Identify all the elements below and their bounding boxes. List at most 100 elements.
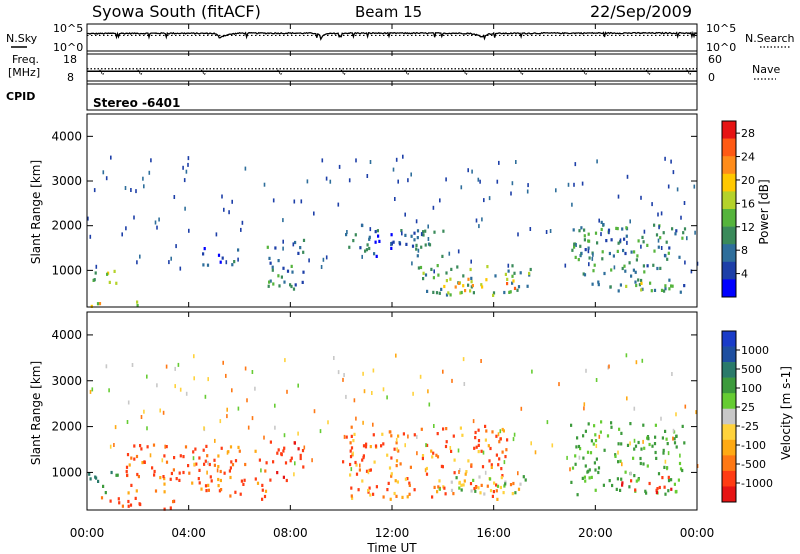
heatmap-cell [134, 496, 137, 500]
heatmap-cell [422, 271, 425, 275]
heatmap-cell [469, 267, 472, 272]
heatmap-cell [661, 436, 664, 440]
heatmap-cell [277, 259, 280, 263]
heatmap-cell [471, 284, 474, 288]
heatmap-cell [162, 475, 165, 479]
heatmap-cell [637, 478, 640, 482]
heatmap-cell [608, 364, 610, 369]
heatmap-cell [333, 356, 335, 360]
x-tick-label: 04:00 [171, 526, 206, 540]
heatmap-cell [163, 454, 166, 458]
heatmap-cell [404, 233, 407, 237]
heatmap-cell [400, 229, 403, 233]
heatmap-cell [586, 450, 590, 454]
heatmap-cell [470, 276, 473, 280]
heatmap-cell [573, 182, 575, 187]
heatmap-cell [470, 489, 473, 493]
colorbar-swatch [722, 455, 736, 472]
heatmap-cell [433, 269, 435, 274]
colorbar-tick-label: -25 [741, 420, 759, 433]
heatmap-cell [477, 486, 480, 490]
heatmap-cell [495, 489, 498, 493]
heatmap-cell [109, 499, 112, 503]
heatmap-cell [470, 463, 473, 467]
heatmap-cell [480, 483, 483, 487]
heatmap-cell [146, 426, 148, 431]
heatmap-cell [450, 480, 453, 484]
heatmap-cell [349, 449, 352, 453]
heatmap-cell [396, 480, 399, 484]
heatmap-cell [584, 479, 587, 483]
heatmap-cell [617, 241, 620, 245]
heatmap-cell [658, 225, 660, 230]
heatmap-cell [361, 458, 364, 462]
colorbar-tick-label: 8 [741, 244, 748, 257]
heatmap-cell [118, 501, 121, 505]
heatmap-cell [517, 285, 521, 289]
nave-dip [518, 69, 526, 76]
heatmap-cell [348, 178, 351, 183]
heatmap-cell [292, 242, 295, 247]
heatmap-cell [668, 278, 671, 282]
heatmap-cell [433, 485, 436, 489]
heatmap-cell [681, 424, 684, 428]
heatmap-cell [425, 443, 427, 448]
heatmap-cell [635, 258, 638, 262]
heatmap-cell [522, 475, 525, 479]
heatmap-cell [600, 420, 603, 424]
heatmap-cell [302, 465, 305, 469]
heatmap-cell [404, 443, 406, 448]
heatmap-cell [207, 483, 210, 487]
colorbar-swatch [722, 408, 736, 425]
heatmap-cell [374, 444, 378, 448]
heatmap-cell [460, 483, 463, 487]
heatmap-cell [636, 254, 639, 258]
heatmap-cell [507, 263, 510, 268]
heatmap-cell [594, 439, 598, 443]
heatmap-cell [675, 412, 677, 417]
heatmap-cell [579, 254, 582, 258]
colorbar-tick-label: 24 [741, 151, 755, 164]
heatmap-cell [208, 462, 211, 467]
heatmap-cell [131, 363, 134, 367]
heatmap-cell [459, 291, 462, 295]
colorbar-swatch [722, 377, 736, 394]
heatmap-cell [460, 488, 463, 492]
heatmap-cell [355, 158, 357, 163]
heatmap-cell [374, 230, 377, 234]
heatmap-cell [629, 471, 632, 476]
heatmap-cell [472, 291, 475, 295]
heatmap-cell [642, 423, 645, 427]
y-tick-label: 1000 [51, 263, 82, 277]
heatmap-cell [369, 160, 372, 164]
noise-series [87, 30, 698, 41]
heatmap-cell [345, 394, 347, 399]
heatmap-cell [531, 369, 533, 374]
heatmap-cell [511, 274, 514, 278]
heatmap-cell [435, 291, 439, 295]
heatmap-cell [237, 406, 240, 411]
heatmap-cell [179, 454, 182, 458]
heatmap-cell [182, 455, 185, 459]
heatmap-cell [588, 239, 591, 243]
heatmap-cell [640, 281, 643, 285]
heatmap-cell [386, 395, 388, 400]
heatmap-cell [474, 430, 477, 435]
heatmap-cell [133, 444, 136, 448]
heatmap-cell [505, 448, 508, 452]
heatmap-cell [574, 454, 577, 458]
heatmap-cell [679, 290, 682, 294]
heatmap-cell [422, 233, 425, 237]
heatmap-cell [593, 461, 596, 465]
heatmap-cell [192, 450, 195, 454]
heatmap-cell [498, 457, 501, 461]
heatmap-cell [495, 434, 498, 438]
heatmap-cell [417, 248, 420, 253]
heatmap-cell [514, 491, 517, 495]
heatmap-cell [637, 239, 640, 243]
heatmap-cell [365, 248, 368, 252]
heatmap-cell [695, 410, 697, 415]
heatmap-cell [234, 459, 238, 463]
heatmap-cell [408, 492, 411, 496]
heatmap-cell [590, 439, 593, 443]
